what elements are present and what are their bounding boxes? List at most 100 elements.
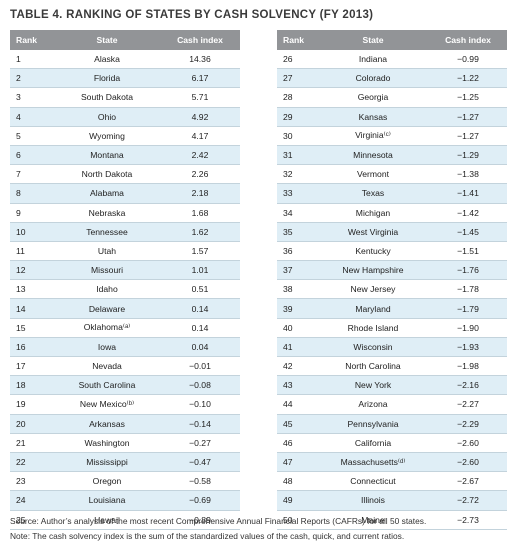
cash-index-cell: −1.90	[429, 318, 507, 338]
table-row: 34 Michigan −1.42	[277, 203, 507, 223]
cash-index-cell: 0.14	[160, 318, 240, 338]
table-row: 25 Hawaii −0.89	[10, 510, 240, 530]
rank-cell: 31	[277, 145, 317, 166]
table-title: TABLE 4. RANKING OF STATES BY CASH SOLVE…	[10, 9, 374, 21]
state-cell: California	[317, 433, 429, 453]
table-row: 33 Texas −1.41	[277, 183, 507, 204]
cash-index-cell: −0.99	[429, 50, 507, 70]
cash-index-cell: 6.17	[160, 68, 240, 89]
state-cell: Arkansas	[54, 414, 160, 434]
cash-index-cell: −0.14	[160, 414, 240, 434]
table-row: 50 Maine −2.73	[277, 510, 507, 530]
rank-cell: 42	[277, 356, 317, 377]
cash-index-cell: 0.14	[160, 298, 240, 319]
cash-index-header: Cash index	[160, 30, 240, 50]
state-cell: Nebraska	[54, 203, 160, 223]
table-row: 18 South Carolina −0.08	[10, 375, 240, 396]
rank-cell: 17	[10, 356, 54, 377]
state-cell: Indiana	[317, 50, 429, 70]
rank-cell: 23	[10, 471, 54, 492]
table-row: 36 Kentucky −1.51	[277, 241, 507, 262]
state-cell: Texas	[317, 183, 429, 204]
header-row: Rank State Cash index	[277, 30, 507, 50]
state-cell: Montana	[54, 145, 160, 166]
cash-index-cell: −1.27	[429, 107, 507, 127]
rank-cell: 12	[10, 260, 54, 281]
cash-index-cell: 14.36	[160, 50, 240, 70]
cash-index-cell: −1.78	[429, 279, 507, 300]
table-row: 43 New York −2.16	[277, 375, 507, 396]
rank-cell: 21	[10, 433, 54, 453]
cash-index-cell: −1.42	[429, 203, 507, 223]
table-row: 31 Minnesota −1.29	[277, 145, 507, 166]
state-cell: Hawaii	[54, 510, 160, 530]
cash-index-cell: −0.10	[160, 394, 240, 415]
rank-cell: 26	[277, 50, 317, 70]
table-row: 7 North Dakota 2.26	[10, 164, 240, 185]
rank-cell: 30	[277, 126, 317, 146]
table-row: 15 Oklahoma⁽ᵃ⁾ 0.14	[10, 318, 240, 338]
ranking-table-right: Rank State Cash index 26 Indiana −0.99 27 Co…	[277, 30, 507, 530]
table-row: 9 Nebraska 1.68	[10, 203, 240, 223]
table-row: 21 Washington −0.27	[10, 433, 240, 453]
cash-index-cell: −1.98	[429, 356, 507, 377]
rank-cell: 27	[277, 68, 317, 89]
cash-index-cell: −2.67	[429, 471, 507, 492]
cash-index-cell: 1.01	[160, 260, 240, 281]
cash-index-cell: 5.71	[160, 87, 240, 108]
cash-index-cell: −2.16	[429, 375, 507, 396]
rank-cell: 47	[277, 452, 317, 473]
rank-header: Rank	[10, 30, 54, 50]
cash-index-cell: −1.38	[429, 164, 507, 185]
state-cell: New Mexico⁽ᵇ⁾	[54, 394, 160, 415]
cash-index-cell: −1.25	[429, 87, 507, 108]
rank-header: Rank	[277, 30, 317, 50]
rank-cell: 41	[277, 337, 317, 358]
rank-cell: 2	[10, 68, 54, 89]
rank-cell: 50	[277, 510, 317, 530]
state-cell: North Carolina	[317, 356, 429, 377]
state-cell: Oregon	[54, 471, 160, 492]
state-cell: Tennessee	[54, 222, 160, 242]
table-row: 6 Montana 2.42	[10, 145, 240, 166]
rank-cell: 39	[277, 298, 317, 319]
rank-cell: 29	[277, 107, 317, 127]
table-row: 49 Illinois −2.72	[277, 490, 507, 511]
state-cell: Idaho	[54, 279, 160, 300]
state-cell: Oklahoma⁽ᵃ⁾	[54, 318, 160, 338]
table-row: 42 North Carolina −1.98	[277, 356, 507, 377]
cash-index-cell: −0.27	[160, 433, 240, 453]
state-cell: Vermont	[317, 164, 429, 185]
rank-cell: 16	[10, 337, 54, 358]
cash-index-cell: −1.45	[429, 222, 507, 242]
table-row: 38 New Jersey −1.78	[277, 279, 507, 300]
state-cell: Louisiana	[54, 490, 160, 511]
cash-index-cell: −1.93	[429, 337, 507, 358]
state-cell: Mississippi	[54, 452, 160, 473]
state-cell: Wyoming	[54, 126, 160, 146]
rank-cell: 28	[277, 87, 317, 108]
rank-cell: 49	[277, 490, 317, 511]
state-cell: Maryland	[317, 298, 429, 319]
cash-index-cell: 4.17	[160, 126, 240, 146]
state-cell: New York	[317, 375, 429, 396]
state-cell: Minnesota	[317, 145, 429, 166]
rank-cell: 6	[10, 145, 54, 166]
state-cell: New Hampshire	[317, 260, 429, 281]
header-row: Rank State Cash index	[10, 30, 240, 50]
cash-index-cell: −2.29	[429, 414, 507, 434]
cash-index-cell: −1.22	[429, 68, 507, 89]
state-cell: Alabama	[54, 183, 160, 204]
table-row: 22 Mississippi −0.47	[10, 452, 240, 473]
rank-cell: 36	[277, 241, 317, 262]
state-cell: Nevada	[54, 356, 160, 377]
state-cell: New Jersey	[317, 279, 429, 300]
cash-index-cell: −2.27	[429, 394, 507, 415]
table-row: 47 Massachusetts⁽ᵈ⁾ −2.60	[277, 452, 507, 473]
table-row: 5 Wyoming 4.17	[10, 126, 240, 146]
cash-index-cell: 1.62	[160, 222, 240, 242]
rank-cell: 11	[10, 241, 54, 262]
rank-cell: 45	[277, 414, 317, 434]
cash-index-cell: 0.04	[160, 337, 240, 358]
rank-cell: 32	[277, 164, 317, 185]
